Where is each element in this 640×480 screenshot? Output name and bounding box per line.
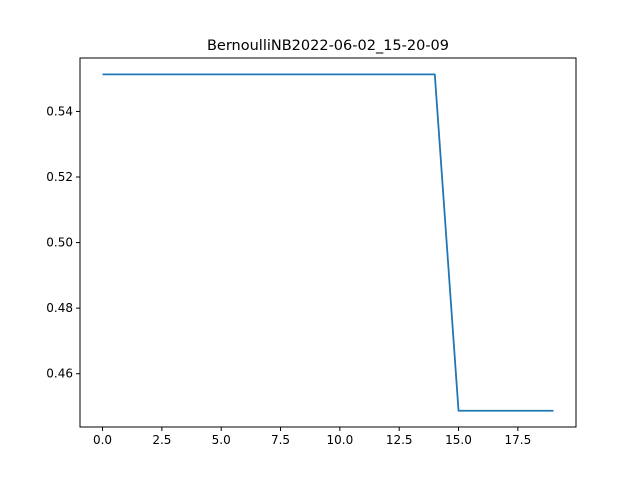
y-axis: 0.46 0.48 0.50 0.52 0.54 — [46, 104, 80, 381]
x-tick-label: 17.5 — [504, 433, 531, 447]
series-line-0 — [102, 73, 554, 412]
x-tick-label: 12.5 — [386, 433, 413, 447]
axes-frame — [79, 57, 577, 428]
y-tick-label: 0.50 — [46, 236, 73, 250]
x-tick-label: 0.0 — [93, 433, 112, 447]
y-tick-label: 0.46 — [46, 367, 73, 381]
x-tick-label: 2.5 — [152, 433, 171, 447]
x-axis: 0.0 2.5 5.0 7.5 10.0 12.5 15.0 17.5 — [93, 427, 531, 447]
x-tick-label: 5.0 — [212, 433, 231, 447]
x-tick-label: 15.0 — [445, 433, 472, 447]
plot-area — [102, 73, 554, 412]
y-tick-label: 0.52 — [46, 170, 73, 184]
y-tick-label: 0.54 — [46, 104, 73, 118]
x-tick-label: 10.0 — [327, 433, 354, 447]
y-tick-label: 0.48 — [46, 301, 73, 315]
chart-title: BernoulliNB2022-06-02_15-20-09 — [207, 38, 449, 54]
x-tick-label: 7.5 — [271, 433, 290, 447]
